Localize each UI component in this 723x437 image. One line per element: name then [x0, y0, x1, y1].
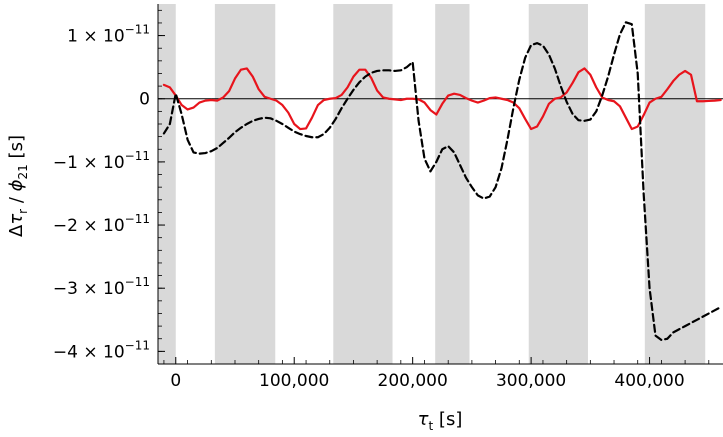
x-tick-label: 0 [170, 371, 181, 391]
shaded-band [333, 4, 393, 364]
x-tick-label: 400,000 [614, 371, 684, 391]
shaded-band [644, 4, 706, 364]
y-axis-label: Δτr / ϕ21 [s] [6, 135, 30, 237]
y-tick-label: −2 × 10−11 [53, 212, 150, 236]
shaded-band [528, 4, 588, 364]
x-tick-label: 200,000 [378, 371, 448, 391]
shaded-bands [158, 4, 706, 364]
x-tick-labels: 0 100,000 200,000 300,000 400,000 [170, 371, 684, 391]
y-tick-label: −3 × 10−11 [53, 275, 150, 299]
x-tick-label: 100,000 [259, 371, 329, 391]
x-tick-label: 300,000 [496, 371, 566, 391]
y-tick-label: 0 [139, 90, 150, 110]
y-tick-label: −4 × 10−11 [53, 338, 150, 362]
y-tick-label: 1 × 10−11 [67, 23, 150, 47]
shaded-band [214, 4, 276, 364]
x-axis-label: τt [s] [418, 409, 463, 433]
solid-series-line [162, 67, 722, 131]
y-tick-labels: 1 × 10−11 0 −1 × 10−11 −2 × 10−11 −3 × 10−11… [53, 23, 150, 363]
y-tick-label: −1 × 10−11 [53, 149, 150, 173]
shaded-band [158, 4, 176, 364]
series-layer [162, 21, 722, 342]
dashed-series-line [162, 21, 722, 342]
shaded-band [435, 4, 470, 364]
axes [157, 4, 723, 365]
